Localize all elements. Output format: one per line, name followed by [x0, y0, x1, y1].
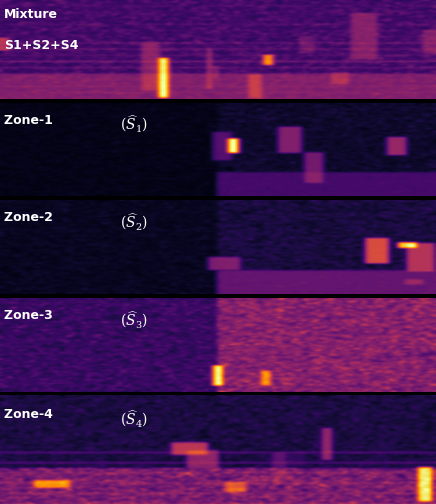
Text: S1+S2+S4: S1+S2+S4: [4, 39, 79, 52]
Text: Zone-3: Zone-3: [4, 309, 58, 322]
Text: $(\widehat{S}_{1})$: $(\widehat{S}_{1})$: [120, 114, 148, 135]
Text: Mixture: Mixture: [4, 8, 58, 21]
Text: $(\widehat{S}_{2})$: $(\widehat{S}_{2})$: [120, 212, 148, 232]
Text: Zone-1: Zone-1: [4, 114, 58, 127]
Text: $(\widehat{S}_{4})$: $(\widehat{S}_{4})$: [120, 409, 148, 429]
Text: Zone-2: Zone-2: [4, 212, 58, 224]
Text: $(\widehat{S}_{3})$: $(\widehat{S}_{3})$: [120, 309, 148, 330]
Text: Zone-4: Zone-4: [4, 409, 58, 421]
